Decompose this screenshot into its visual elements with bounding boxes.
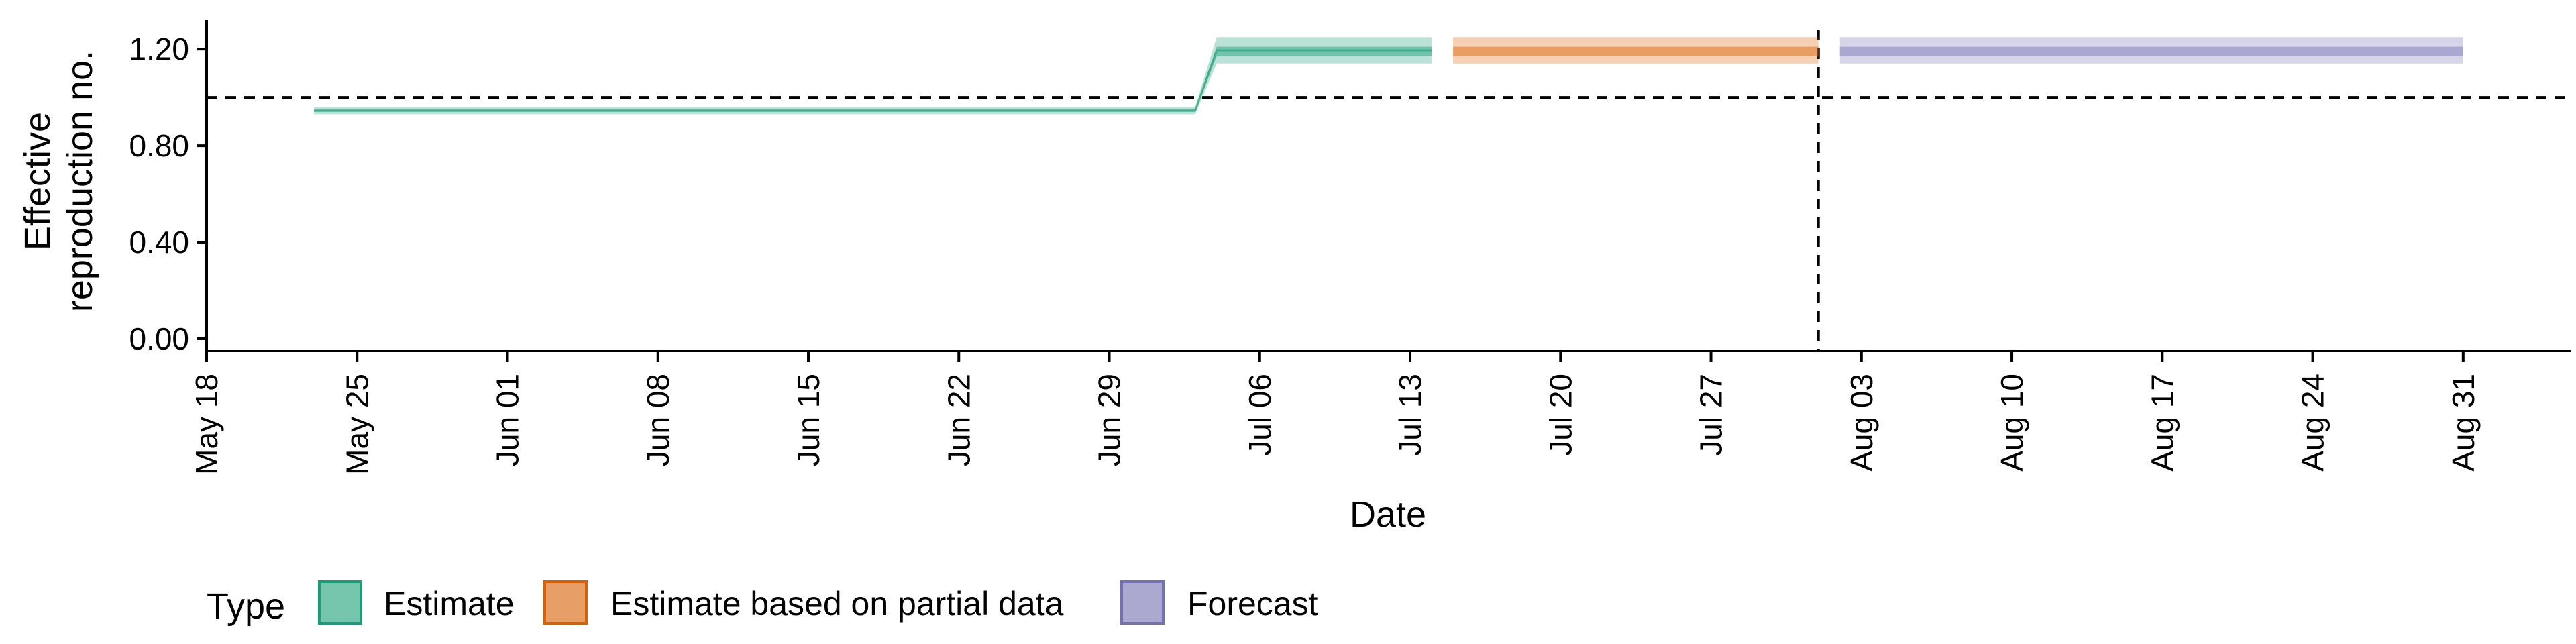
- plot-area: 0.00 0.40 0.80 1.20 May 18 May 25 Jun 01 Jun 0…: [129, 20, 2571, 475]
- series-estimate: [314, 37, 1432, 115]
- legend-label-partial: Estimate based on partial data: [610, 585, 1064, 623]
- y-axis-title-line-2: reproduction no.: [60, 50, 100, 312]
- y-tick-label: 0.40: [129, 225, 189, 260]
- x-tick-label: Jul 13: [1393, 374, 1428, 456]
- band-50-forecast: [1839, 46, 2463, 56]
- legend-key-partial: [543, 580, 588, 625]
- legend-title: Type: [207, 586, 285, 627]
- legend-label-forecast: Forecast: [1187, 585, 1318, 623]
- x-tick-label: Jun 01: [490, 374, 525, 466]
- y-tick-label: 0.00: [129, 321, 189, 356]
- legend-key-estimate: [318, 580, 362, 625]
- y-tick-label: 1.20: [129, 32, 189, 66]
- x-tick-label: Jun 22: [941, 374, 976, 466]
- band-90-partial: [1453, 37, 1819, 64]
- x-tick-label: Jul 06: [1242, 374, 1277, 456]
- x-tick-label: May 18: [189, 374, 224, 475]
- legend: Type Estimate Estimate based on partial …: [207, 580, 1318, 627]
- x-tick-label: Aug 24: [2296, 374, 2330, 472]
- series-forecast: [1839, 37, 2463, 64]
- legend-item-forecast: Forecast: [1120, 580, 1318, 625]
- legend-item-partial: Estimate based on partial data: [543, 580, 1064, 625]
- legend-label-estimate: Estimate: [384, 585, 515, 623]
- x-tick-label: Jun 29: [1092, 374, 1127, 466]
- x-tick-label: May 25: [339, 374, 374, 475]
- band-50-estimate: [314, 46, 1432, 112]
- y-ticks: 0.00 0.40 0.80 1.20: [129, 32, 207, 356]
- x-tick-label: Aug 03: [1844, 374, 1879, 472]
- x-tick-label: Jun 08: [641, 374, 676, 466]
- x-tick-label: Jun 15: [791, 374, 826, 466]
- series-partial: [1453, 37, 1819, 64]
- x-tick-label: Aug 10: [1994, 374, 2029, 472]
- x-tick-label: Aug 31: [2446, 374, 2481, 472]
- x-tick-label: Jul 27: [1694, 374, 1729, 456]
- legend-key-forecast: [1120, 580, 1165, 625]
- bands: [314, 37, 2463, 115]
- y-tick-label: 0.80: [129, 128, 189, 163]
- x-tick-label: Jul 20: [1543, 374, 1578, 456]
- reference-lines: [207, 30, 2571, 351]
- y-axis-title-line-1: Effective: [17, 112, 58, 250]
- median-line-estimate: [314, 49, 1432, 112]
- legend-item-estimate: Estimate: [318, 580, 515, 625]
- x-tick-label: Aug 17: [2145, 374, 2180, 472]
- band-50-partial: [1453, 46, 1819, 56]
- x-ticks: May 18 May 25 Jun 01 Jun 08 Jun 15 Jun 22 Jun …: [189, 351, 2481, 475]
- band-90-forecast: [1839, 37, 2463, 64]
- x-axis-title: Date: [1350, 494, 1426, 535]
